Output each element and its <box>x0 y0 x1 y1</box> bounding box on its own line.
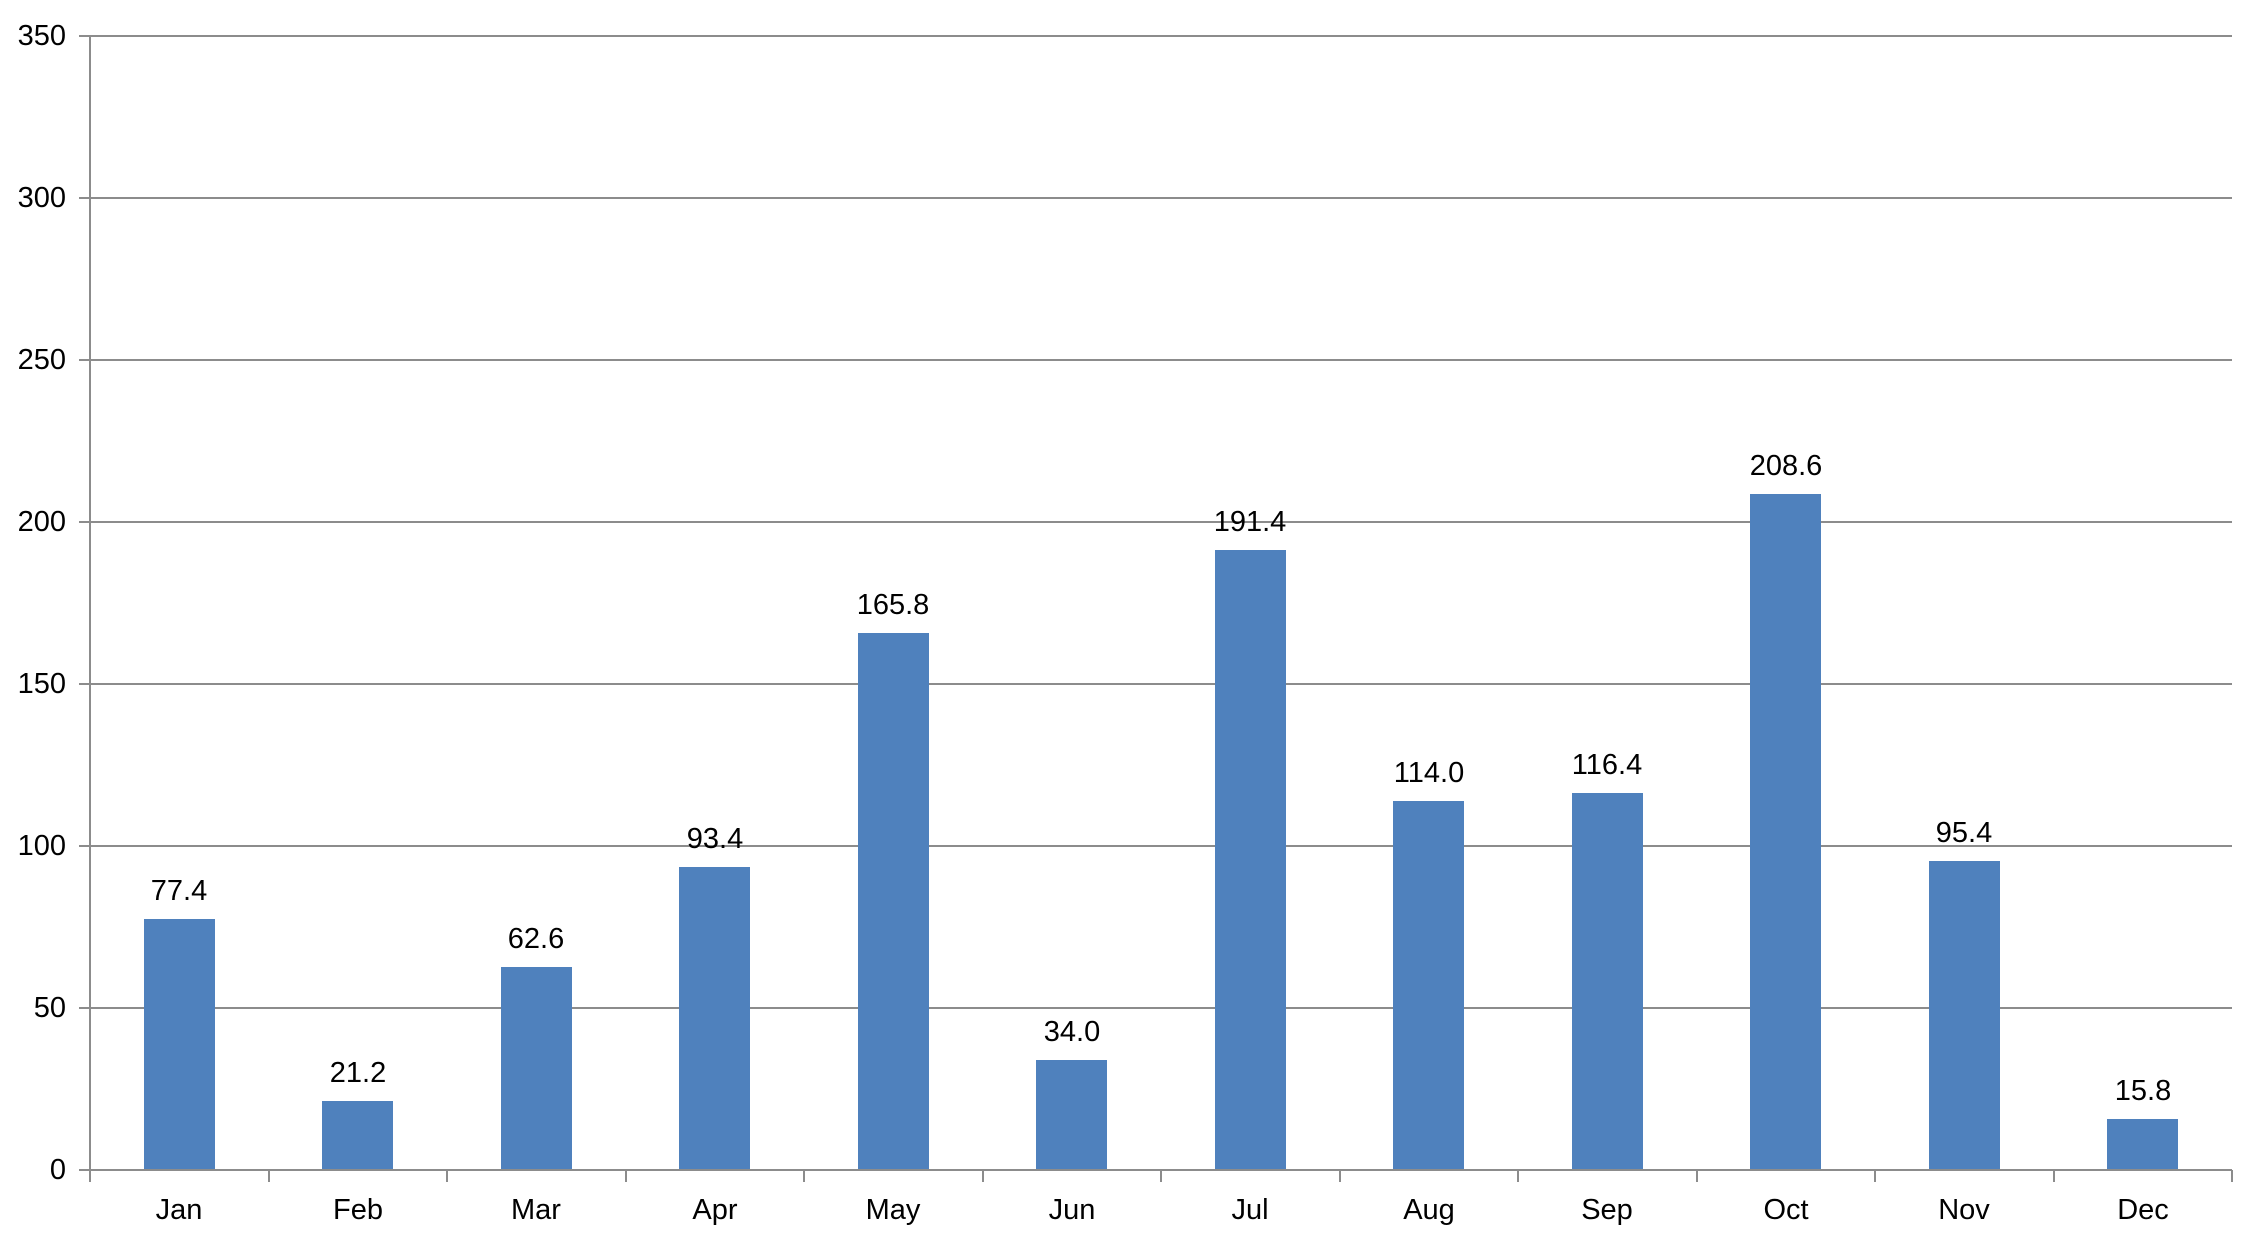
y-tick-label-200: 200 <box>17 506 66 538</box>
x-tick-label-jan: Jan <box>155 1194 203 1226</box>
data-label-feb: 21.2 <box>329 1057 387 1089</box>
data-label-nov: 95.4 <box>1935 817 1993 849</box>
x-axis-tick-10 <box>1874 1170 1876 1182</box>
x-tick-label-jun: Jun <box>1048 1194 1096 1226</box>
data-label-sep: 116.4 <box>1571 749 1643 781</box>
x-axis-tick-8 <box>1517 1170 1519 1182</box>
x-axis-tick-12 <box>2231 1170 2233 1182</box>
x-tick-label-may: May <box>865 1194 921 1226</box>
y-axis-tick-300 <box>79 197 90 199</box>
bar-jun <box>1036 1060 1107 1170</box>
y-tick-label-350: 350 <box>17 20 66 52</box>
x-tick-label-mar: Mar <box>511 1194 561 1226</box>
y-tick-label-150: 150 <box>17 668 66 700</box>
bar-oct <box>1750 494 1821 1170</box>
bar-aug <box>1393 801 1464 1170</box>
gridline-250 <box>90 359 2232 361</box>
data-label-may: 165.8 <box>856 589 930 621</box>
data-label-oct: 208.6 <box>1749 450 1823 482</box>
gridline-50 <box>90 1007 2232 1009</box>
bar-dec <box>2107 1119 2178 1170</box>
x-axis-tick-9 <box>1696 1170 1698 1182</box>
gridline-200 <box>90 521 2232 523</box>
x-axis-tick-2 <box>446 1170 448 1182</box>
x-axis-tick-5 <box>982 1170 984 1182</box>
x-tick-label-aug: Aug <box>1403 1194 1455 1226</box>
data-label-mar: 62.6 <box>507 923 565 955</box>
data-label-dec: 15.8 <box>2114 1075 2172 1107</box>
x-tick-label-dec: Dec <box>2117 1194 2169 1226</box>
y-tick-label-50: 50 <box>33 992 66 1024</box>
y-axis-tick-150 <box>79 683 90 685</box>
data-label-jul: 191.4 <box>1213 506 1287 538</box>
data-label-apr: 93.4 <box>686 823 744 855</box>
y-axis-line <box>89 36 91 1182</box>
gridline-300 <box>90 197 2232 199</box>
bar-apr <box>679 867 750 1170</box>
y-tick-label-0: 0 <box>49 1154 66 1186</box>
gridline-100 <box>90 845 2232 847</box>
gridline-150 <box>90 683 2232 685</box>
bar-feb <box>322 1101 393 1170</box>
x-axis-tick-11 <box>2053 1170 2055 1182</box>
x-axis-tick-6 <box>1160 1170 1162 1182</box>
x-axis-tick-1 <box>268 1170 270 1182</box>
bar-mar <box>501 967 572 1170</box>
x-tick-label-oct: Oct <box>1763 1194 1809 1226</box>
data-label-jan: 77.4 <box>150 875 208 907</box>
bar-sep <box>1572 793 1643 1170</box>
x-axis-tick-3 <box>625 1170 627 1182</box>
x-tick-label-nov: Nov <box>1938 1194 1990 1226</box>
x-tick-label-feb: Feb <box>333 1194 383 1226</box>
y-axis-tick-50 <box>79 1007 90 1009</box>
gridline-350 <box>90 35 2232 37</box>
y-axis-tick-100 <box>79 845 90 847</box>
x-axis-tick-4 <box>803 1170 805 1182</box>
x-tick-label-jul: Jul <box>1231 1194 1269 1226</box>
y-axis-tick-250 <box>79 359 90 361</box>
y-tick-label-300: 300 <box>17 182 66 214</box>
x-tick-label-sep: Sep <box>1581 1194 1633 1226</box>
bar-nov <box>1929 861 2000 1170</box>
y-tick-label-250: 250 <box>17 344 66 376</box>
data-label-aug: 114.0 <box>1393 757 1465 789</box>
data-label-jun: 34.0 <box>1043 1016 1101 1048</box>
bar-may <box>858 633 929 1170</box>
bar-jul <box>1215 550 1286 1170</box>
x-tick-label-apr: Apr <box>692 1194 738 1226</box>
bar-jan <box>144 919 215 1170</box>
y-axis-tick-350 <box>79 35 90 37</box>
x-axis-line <box>79 1169 2232 1171</box>
y-tick-label-100: 100 <box>17 830 66 862</box>
y-axis-tick-200 <box>79 521 90 523</box>
x-axis-tick-7 <box>1339 1170 1341 1182</box>
